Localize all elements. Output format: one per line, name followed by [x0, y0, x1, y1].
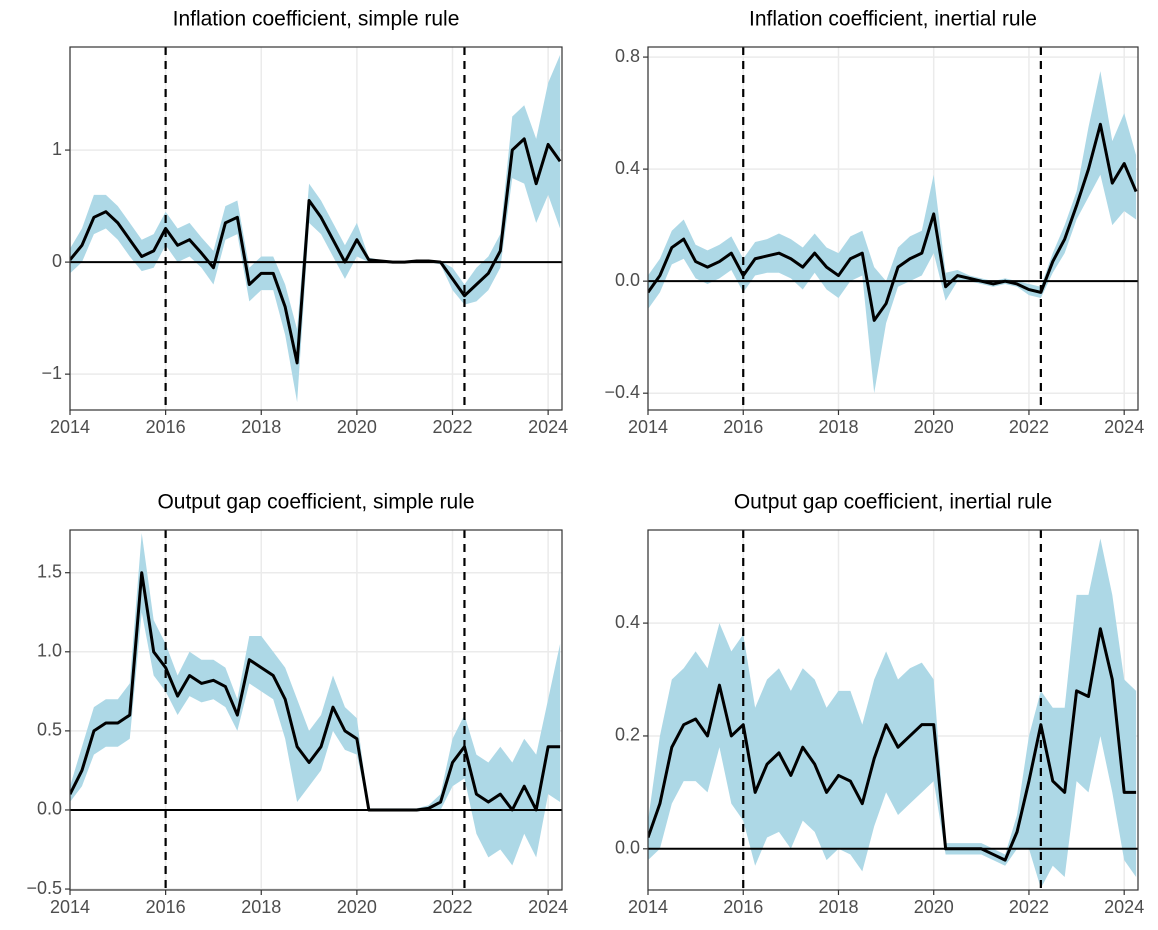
- x-tick-label: 2022: [1009, 897, 1049, 917]
- x-tick-label: 2016: [723, 897, 763, 917]
- x-tick-label: 2014: [50, 417, 90, 437]
- y-tick-label: 0.8: [615, 46, 640, 66]
- x-tick-label: 2014: [628, 417, 668, 437]
- x-tick-label: 2022: [1009, 417, 1049, 437]
- x-tick-label: 2022: [432, 417, 472, 437]
- y-tick-label: 0.0: [615, 270, 640, 290]
- x-tick-label: 2024: [1104, 417, 1144, 437]
- panel-title: Output gap coefficient, simple rule: [157, 491, 474, 514]
- x-tick-label: 2014: [50, 897, 90, 917]
- confidence-band: [648, 538, 1137, 889]
- panel-background: [648, 47, 1138, 410]
- x-tick-label: 2016: [723, 417, 763, 437]
- x-tick-label: 2022: [432, 897, 472, 917]
- coefficient-line: [648, 122, 1138, 322]
- x-tick-label: 2018: [241, 897, 281, 917]
- y-tick-label: −0.5: [26, 878, 62, 898]
- y-tick-label: 0.0: [37, 799, 62, 819]
- x-tick-label: 2020: [337, 897, 377, 917]
- confidence-band: [70, 533, 561, 866]
- coefficient-line: [70, 571, 561, 812]
- x-tick-label: 2024: [1104, 897, 1144, 917]
- x-tick-label: 2020: [914, 897, 954, 917]
- x-tick-label: 2018: [241, 417, 281, 437]
- y-tick-label: −0.4: [604, 382, 640, 402]
- x-tick-label: 2018: [818, 417, 858, 437]
- panel-border: [69, 529, 563, 891]
- y-tick-label: 1.0: [37, 641, 62, 661]
- coefficient-line: [70, 137, 562, 365]
- panel-title: Output gap coefficient, inertial rule: [734, 491, 1052, 514]
- y-tick-label: 1.5: [37, 561, 62, 581]
- panel-border: [647, 529, 1139, 891]
- coefficient-line: [648, 627, 1137, 862]
- x-tick-label: 2024: [528, 897, 568, 917]
- x-tick-label: 2018: [818, 897, 858, 917]
- y-tick-label: −1: [41, 363, 62, 383]
- y-tick-label: 0.5: [37, 720, 62, 740]
- panel-title: Inflation coefficient, inertial rule: [749, 8, 1037, 31]
- x-tick-label: 2014: [628, 897, 668, 917]
- x-tick-label: 2020: [337, 417, 377, 437]
- y-tick-label: 1: [52, 139, 62, 159]
- y-tick-label: 0.0: [615, 838, 640, 858]
- y-tick-label: 0.2: [615, 725, 640, 745]
- panel-title: Inflation coefficient, simple rule: [173, 8, 460, 31]
- panel-border: [647, 46, 1139, 411]
- x-tick-label: 2020: [914, 417, 954, 437]
- panel-border: [69, 46, 563, 411]
- confidence-band: [70, 54, 561, 403]
- y-tick-label: 0.4: [615, 612, 640, 632]
- x-tick-label: 2016: [146, 897, 186, 917]
- x-tick-label: 2016: [146, 417, 186, 437]
- y-tick-label: 0.4: [615, 158, 640, 178]
- x-tick-label: 2024: [528, 417, 568, 437]
- y-tick-label: 0: [52, 251, 62, 271]
